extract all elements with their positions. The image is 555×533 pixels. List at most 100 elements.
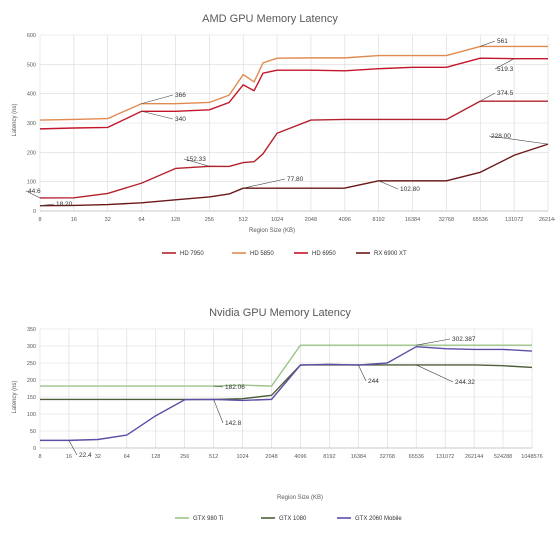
y-tick-label: 0: [33, 446, 36, 452]
y-tick-label: 100: [27, 412, 36, 418]
x-tick-label: 8192: [373, 217, 385, 223]
legend-label: GTX 980 Ti: [193, 516, 223, 522]
x-tick-label: 524288: [494, 454, 512, 460]
annotation-label: 302.387: [452, 336, 476, 343]
y-tick-label: 50: [30, 429, 36, 435]
legend-label: HD 5850: [250, 251, 274, 257]
x-tick-label: 2048: [305, 217, 317, 223]
y-tick-label: 250: [27, 361, 36, 367]
x-tick-label: 131072: [505, 217, 523, 223]
x-tick-label: 8192: [323, 454, 335, 460]
nvidia-series: [40, 345, 532, 440]
x-tick-label: 1048576: [521, 454, 542, 460]
amd-legend: HD 7950 HD 5850 HD 6950 RX 6900 XT: [162, 251, 407, 257]
y-tick-label: 400: [27, 92, 36, 98]
annotation-label: 228.00: [491, 133, 511, 140]
annotation-label: 374.5: [497, 90, 514, 97]
x-tick-label: 256: [180, 454, 189, 460]
x-tick-label: 32: [95, 454, 101, 460]
series-line-hd-5850: [40, 46, 548, 120]
annotation-label: 519.3: [497, 66, 514, 73]
annotation-leader: [480, 93, 495, 101]
y-tick-label: 350: [27, 327, 36, 333]
annotation-label: 77.80: [287, 176, 304, 183]
x-tick-label: 4096: [339, 217, 351, 223]
y-tick-label: 200: [27, 378, 36, 384]
annotation-label: 340: [175, 116, 186, 123]
y-tick-label: 300: [27, 344, 36, 350]
x-tick-label: 1024: [236, 454, 248, 460]
x-tick-label: 65536: [409, 454, 424, 460]
x-tick-label: 262144: [539, 217, 555, 223]
x-tick-label: 16: [66, 454, 72, 460]
y-tick-label: 300: [27, 121, 36, 127]
x-tick-label: 64: [139, 217, 145, 223]
series-line-gtx-2060-mobile: [40, 347, 532, 441]
x-tick-label: 2048: [265, 454, 277, 460]
nvidia-x-axis-label: Region Size (KB): [277, 495, 323, 501]
series-line-rx-6900-xt: [40, 144, 548, 206]
legend-label: RX 6900 XT: [374, 251, 407, 257]
y-tick-label: 150: [27, 395, 36, 401]
annotation-leader: [416, 365, 453, 382]
x-tick-label: 1024: [271, 217, 283, 223]
annotation-label: 18.20: [56, 201, 73, 208]
amd-x-axis-label: Region Size (KB): [249, 228, 295, 234]
x-tick-label: 64: [124, 454, 130, 460]
y-tick-label: 200: [27, 150, 36, 156]
amd-chart: AMD GPU Memory Latency 0 100 200 300 400 500 6…: [12, 13, 555, 257]
annotation-label: 182.06: [225, 384, 245, 391]
x-tick-label: 32: [105, 217, 111, 223]
annotation-leader: [142, 95, 173, 104]
annotation-leader: [243, 179, 285, 188]
x-tick-label: 32768: [380, 454, 395, 460]
nvidia-x-ticks: 8 16 32 64 128 256 512 1024 2048 4096 8192 16384 327…: [38, 454, 542, 460]
x-tick-label: 32768: [439, 217, 454, 223]
x-tick-label: 16384: [405, 217, 420, 223]
y-tick-label: 600: [27, 33, 36, 39]
annotation-label: 244: [368, 378, 379, 385]
nvidia-y-axis-label: Latency (ns): [12, 380, 18, 413]
annotation-label: 44.6: [28, 188, 41, 195]
x-tick-label: 131072: [436, 454, 454, 460]
nvidia-chart-title: Nvidia GPU Memory Latency: [209, 307, 351, 319]
annotation-leader: [142, 111, 173, 119]
x-tick-label: 128: [151, 454, 160, 460]
x-tick-label: 256: [205, 217, 214, 223]
nvidia-chart: Nvidia GPU Memory Latency 0 50 100 150 200 25…: [12, 307, 543, 522]
annotation-leader: [379, 181, 398, 189]
annotation-leader: [214, 399, 223, 423]
legend-label: HD 7950: [180, 251, 204, 257]
y-tick-label: 100: [27, 180, 36, 186]
x-tick-label: 16: [71, 217, 77, 223]
y-tick-label: 500: [27, 62, 36, 68]
x-tick-label: 16384: [351, 454, 366, 460]
annotation-label: 142.8: [225, 420, 242, 427]
amd-y-axis-label: Latency (ns): [12, 103, 18, 136]
nvidia-y-ticks: 0 50 100 150 200 250 300 350: [27, 327, 36, 452]
x-tick-label: 512: [239, 217, 248, 223]
y-tick-label: 0: [33, 209, 36, 215]
x-tick-label: 8: [38, 217, 41, 223]
x-tick-label: 8: [38, 454, 41, 460]
x-tick-label: 4096: [294, 454, 306, 460]
annotation-label: 561: [497, 38, 508, 45]
series-line-hd-7950: [40, 101, 548, 198]
annotation-leader: [480, 41, 495, 46]
x-tick-label: 512: [209, 454, 218, 460]
legend-label: HD 6950: [312, 251, 336, 257]
legend-label: GTX 2060 Mobile: [355, 516, 402, 522]
annotation-label: 366: [175, 92, 186, 99]
annotation-label: 102.80: [400, 186, 420, 193]
amd-chart-title: AMD GPU Memory Latency: [202, 13, 338, 25]
annotation-label: 152.33: [186, 156, 206, 163]
x-tick-label: 262144: [465, 454, 483, 460]
annotation-leader: [358, 365, 366, 381]
x-tick-label: 128: [171, 217, 180, 223]
annotation-label: 244.32: [455, 379, 475, 386]
annotation-label: 22.4: [79, 452, 92, 459]
legend-label: GTX 1080: [279, 516, 307, 522]
x-tick-label: 65536: [473, 217, 488, 223]
nvidia-legend: GTX 980 Ti GTX 1080 GTX 2060 Mobile: [175, 516, 402, 522]
